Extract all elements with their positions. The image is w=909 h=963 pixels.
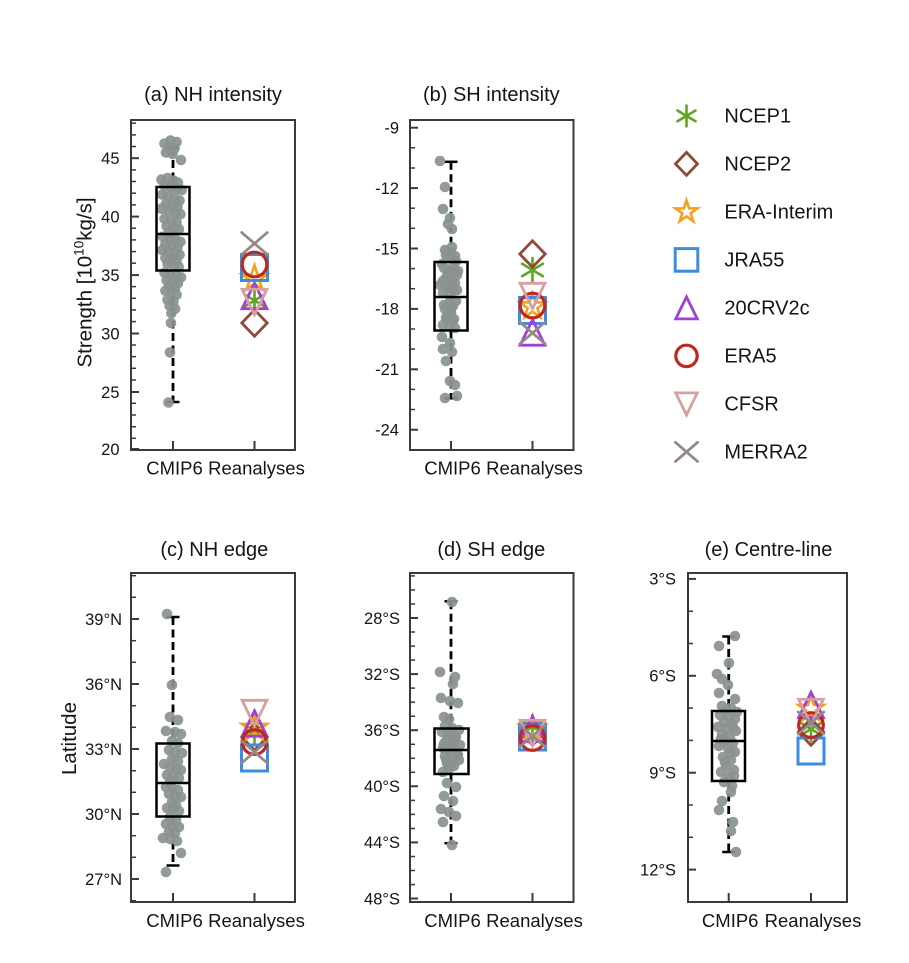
svg-text:CFSR: CFSR: [724, 393, 778, 415]
svg-text:(b) SH intensity: (b) SH intensity: [423, 84, 560, 106]
svg-text:NCEP2: NCEP2: [724, 153, 791, 175]
svg-text:-18: -18: [375, 301, 399, 319]
svg-text:ERA5: ERA5: [724, 345, 776, 367]
svg-text:(c) NH edge: (c) NH edge: [160, 539, 268, 561]
svg-text:(d) SH edge: (d) SH edge: [437, 539, 545, 561]
svg-text:-9: -9: [384, 120, 399, 138]
svg-text:45: 45: [101, 150, 119, 168]
svg-text:NCEP1: NCEP1: [724, 105, 791, 127]
svg-text:(a) NH intensity: (a) NH intensity: [144, 84, 282, 106]
svg-text:Reanalyses: Reanalyses: [765, 910, 862, 931]
svg-text:35: 35: [101, 267, 119, 285]
svg-text:CMIP6: CMIP6: [702, 910, 759, 931]
svg-text:-21: -21: [375, 361, 399, 379]
svg-text:-12: -12: [375, 180, 399, 198]
svg-text:40: 40: [101, 208, 119, 226]
svg-text:44°S: 44°S: [364, 834, 400, 852]
svg-text:CMIP6: CMIP6: [146, 458, 203, 479]
svg-text:3°S: 3°S: [649, 571, 676, 589]
svg-text:Latitude: Latitude: [58, 702, 81, 775]
svg-text:20CRV2c: 20CRV2c: [724, 297, 809, 319]
svg-text:27°N: 27°N: [85, 871, 122, 889]
svg-text:Reanalyses: Reanalyses: [208, 910, 305, 931]
svg-text:28°S: 28°S: [364, 610, 400, 628]
svg-text:Reanalyses: Reanalyses: [208, 458, 305, 479]
svg-text:20: 20: [101, 441, 119, 459]
svg-text:(e) Centre-line: (e) Centre-line: [705, 539, 833, 561]
svg-text:39°N: 39°N: [85, 611, 122, 629]
svg-text:25: 25: [101, 384, 119, 402]
svg-text:Strength [1010kg/s]: Strength [1010kg/s]: [72, 197, 97, 367]
svg-text:12°S: 12°S: [640, 861, 676, 879]
svg-text:MERRA2: MERRA2: [724, 441, 807, 463]
svg-text:Reanalyses: Reanalyses: [486, 910, 583, 931]
svg-text:30: 30: [101, 325, 119, 343]
svg-text:48°S: 48°S: [364, 890, 400, 908]
svg-text:30°N: 30°N: [85, 806, 122, 824]
svg-text:40°S: 40°S: [364, 778, 400, 796]
svg-text:CMIP6: CMIP6: [146, 910, 203, 931]
svg-text:36°S: 36°S: [364, 722, 400, 740]
svg-text:CMIP6: CMIP6: [424, 458, 481, 479]
svg-text:-15: -15: [375, 240, 399, 258]
svg-text:-24: -24: [375, 422, 399, 440]
svg-text:36°N: 36°N: [85, 676, 122, 694]
svg-text:9°S: 9°S: [649, 765, 676, 783]
svg-text:32°S: 32°S: [364, 666, 400, 684]
svg-text:33°N: 33°N: [85, 741, 122, 759]
svg-text:CMIP6: CMIP6: [424, 910, 481, 931]
svg-text:Reanalyses: Reanalyses: [486, 458, 583, 479]
svg-text:JRA55: JRA55: [724, 249, 784, 271]
svg-text:6°S: 6°S: [649, 668, 676, 686]
svg-text:ERA-Interim: ERA-Interim: [724, 201, 833, 223]
